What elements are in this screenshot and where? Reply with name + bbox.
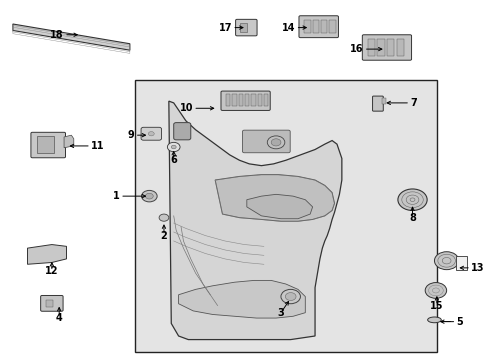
Bar xyxy=(328,20,335,33)
Circle shape xyxy=(433,252,458,270)
Circle shape xyxy=(159,214,168,221)
FancyBboxPatch shape xyxy=(141,127,161,140)
Circle shape xyxy=(171,145,176,149)
Bar xyxy=(455,256,466,270)
Bar xyxy=(225,94,230,107)
Circle shape xyxy=(141,190,157,202)
Bar xyxy=(377,39,384,56)
Text: 3: 3 xyxy=(277,308,284,318)
FancyBboxPatch shape xyxy=(31,132,65,158)
Text: 2: 2 xyxy=(160,231,167,240)
Polygon shape xyxy=(13,24,130,50)
Bar xyxy=(257,94,262,107)
Bar xyxy=(244,94,249,107)
Bar xyxy=(135,80,436,352)
Circle shape xyxy=(267,136,284,149)
Text: 14: 14 xyxy=(282,23,295,33)
Polygon shape xyxy=(178,280,305,318)
Text: 4: 4 xyxy=(56,313,62,323)
Bar xyxy=(238,94,243,107)
Text: 12: 12 xyxy=(45,266,59,276)
Bar xyxy=(264,94,268,107)
Bar xyxy=(312,20,318,33)
Text: 16: 16 xyxy=(349,44,363,54)
Polygon shape xyxy=(27,244,66,264)
Bar xyxy=(304,20,310,33)
Text: 7: 7 xyxy=(409,98,416,108)
FancyBboxPatch shape xyxy=(242,130,289,153)
Bar xyxy=(37,136,54,153)
Circle shape xyxy=(148,132,154,136)
Bar xyxy=(46,300,53,307)
Bar xyxy=(386,39,394,56)
Text: 17: 17 xyxy=(218,23,232,33)
Bar xyxy=(240,23,246,32)
Circle shape xyxy=(281,289,300,304)
Bar xyxy=(251,94,255,107)
Text: 13: 13 xyxy=(470,263,484,273)
Text: 5: 5 xyxy=(455,317,462,327)
Circle shape xyxy=(425,283,446,298)
FancyBboxPatch shape xyxy=(235,19,257,36)
Circle shape xyxy=(271,139,281,146)
FancyBboxPatch shape xyxy=(362,35,411,60)
Bar xyxy=(396,39,404,56)
Polygon shape xyxy=(64,135,74,148)
Text: 6: 6 xyxy=(170,155,177,165)
Bar xyxy=(232,94,236,107)
Polygon shape xyxy=(246,194,312,219)
Text: 11: 11 xyxy=(91,141,104,151)
Text: 15: 15 xyxy=(429,301,443,311)
Polygon shape xyxy=(215,175,334,221)
Polygon shape xyxy=(168,101,341,339)
Text: 10: 10 xyxy=(180,103,193,113)
Ellipse shape xyxy=(427,317,440,323)
Bar xyxy=(320,20,326,33)
FancyBboxPatch shape xyxy=(298,16,338,38)
FancyBboxPatch shape xyxy=(41,296,63,311)
FancyBboxPatch shape xyxy=(221,91,270,111)
Bar xyxy=(382,98,386,104)
Text: 1: 1 xyxy=(113,191,120,201)
FancyBboxPatch shape xyxy=(372,96,383,111)
Circle shape xyxy=(285,293,295,301)
Circle shape xyxy=(167,142,180,152)
Text: 8: 8 xyxy=(408,213,415,222)
Text: 9: 9 xyxy=(128,130,135,140)
Circle shape xyxy=(145,193,153,199)
Circle shape xyxy=(397,189,427,211)
FancyBboxPatch shape xyxy=(173,123,190,140)
Text: 18: 18 xyxy=(50,30,64,40)
Bar xyxy=(367,39,374,56)
